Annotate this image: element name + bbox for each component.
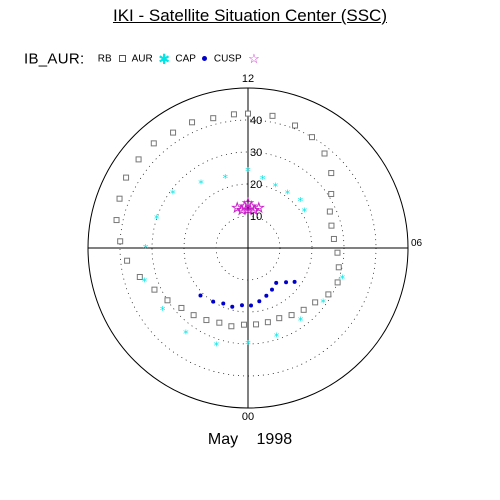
point-aur xyxy=(116,195,123,202)
point-cap: * xyxy=(183,327,189,340)
point-cusp xyxy=(284,280,289,285)
point-aur xyxy=(170,129,177,136)
point-cusp xyxy=(274,280,279,285)
point-cap: * xyxy=(154,212,160,225)
point-cap: * xyxy=(298,314,304,327)
point-cap: * xyxy=(198,177,204,190)
point-aur xyxy=(178,304,185,311)
radial-tick-label: 20 xyxy=(250,179,262,191)
legend-entry-aur: AUR xyxy=(131,53,153,65)
point-cusp xyxy=(198,293,203,298)
date-label-text: May 1998 xyxy=(207,431,293,448)
legend-entry-rb: RB xyxy=(97,53,112,65)
dot-icon xyxy=(202,56,208,62)
point-aur xyxy=(321,150,328,157)
point-aur xyxy=(276,315,283,322)
point-aur xyxy=(117,238,124,245)
point-aur xyxy=(269,112,276,119)
point-cusp xyxy=(211,299,216,304)
point-aur xyxy=(328,222,335,229)
point-cusp xyxy=(239,303,244,308)
point-aur xyxy=(124,257,131,264)
point-aur xyxy=(210,115,217,122)
mlt-label-right: 06 xyxy=(411,238,423,249)
point-cap: * xyxy=(273,181,279,194)
point-cap: * xyxy=(340,273,346,286)
point-cap: * xyxy=(245,338,251,351)
point-cap: * xyxy=(142,276,148,289)
point-rb xyxy=(231,201,244,214)
point-aur xyxy=(228,323,235,330)
point-aur xyxy=(288,312,295,319)
point-aur xyxy=(264,319,271,326)
square-icon xyxy=(119,55,127,63)
point-cap: * xyxy=(298,195,304,208)
point-aur xyxy=(292,122,299,129)
point-cusp xyxy=(292,279,297,284)
point-aur xyxy=(123,174,130,181)
point-aur xyxy=(334,249,341,256)
mlt-label-bottom: 00 xyxy=(242,411,254,423)
point-cap: * xyxy=(285,188,291,201)
point-aur xyxy=(150,140,157,147)
point-cap: * xyxy=(170,187,176,200)
point-cap: * xyxy=(320,297,326,310)
point-aur xyxy=(335,264,342,271)
point-aur xyxy=(253,321,260,328)
point-cap: * xyxy=(245,165,251,178)
point-rb xyxy=(241,196,255,209)
point-cap: * xyxy=(143,242,149,255)
point-cusp xyxy=(270,287,274,292)
point-aur xyxy=(325,291,332,298)
point-cap: * xyxy=(302,205,308,218)
point-rb xyxy=(247,203,261,216)
point-cusp xyxy=(221,301,226,306)
radial-tick-label: 30 xyxy=(250,147,262,159)
legend-entry-cap: CAP xyxy=(175,53,196,65)
point-aur xyxy=(334,279,341,286)
point-aur xyxy=(312,299,319,306)
point-aur xyxy=(151,286,158,293)
open-star-icon: ☆ xyxy=(248,50,260,66)
legend: IB_AUR: RB AUR ✱ CAP CUSP ☆ xyxy=(24,50,260,70)
date-label: May 1998 xyxy=(0,431,500,449)
point-cap: * xyxy=(214,339,220,352)
point-cap: * xyxy=(223,172,229,185)
point-aur xyxy=(190,312,197,319)
point-cusp xyxy=(264,293,269,298)
point-aur xyxy=(113,217,120,224)
legend-prefix: IB_AUR: xyxy=(24,50,85,68)
point-cusp xyxy=(249,303,254,308)
point-rb xyxy=(235,203,249,216)
page-title-text: IKI - Satellite Situation Center (SSC) xyxy=(112,6,387,25)
point-aur xyxy=(240,321,247,328)
point-cap: * xyxy=(160,304,166,317)
point-aur xyxy=(230,111,237,118)
page-title: IKI - Satellite Situation Center (SSC) xyxy=(0,6,500,26)
point-aur xyxy=(328,170,335,177)
point-aur xyxy=(328,190,335,197)
point-aur xyxy=(300,306,307,313)
point-aur xyxy=(326,208,333,215)
point-aur xyxy=(330,235,337,242)
point-aur xyxy=(136,273,143,280)
point-aur xyxy=(309,134,315,141)
point-aur xyxy=(203,317,210,324)
point-cap: * xyxy=(274,330,280,343)
point-aur xyxy=(135,156,142,163)
mlt-label-top: 12 xyxy=(242,73,254,85)
point-cap: * xyxy=(260,173,266,186)
point-rb xyxy=(252,201,265,214)
point-cusp xyxy=(257,299,262,304)
point-cusp xyxy=(230,304,235,309)
asterisk-icon: ✱ xyxy=(158,50,170,67)
legend-entry-cusp: CUSP xyxy=(213,53,242,65)
point-aur xyxy=(245,110,251,117)
radial-tick-label: 10 xyxy=(250,211,262,223)
point-aur xyxy=(189,119,196,126)
radial-tick-label: 40 xyxy=(250,115,262,127)
point-aur xyxy=(164,297,171,304)
point-aur xyxy=(216,319,223,326)
